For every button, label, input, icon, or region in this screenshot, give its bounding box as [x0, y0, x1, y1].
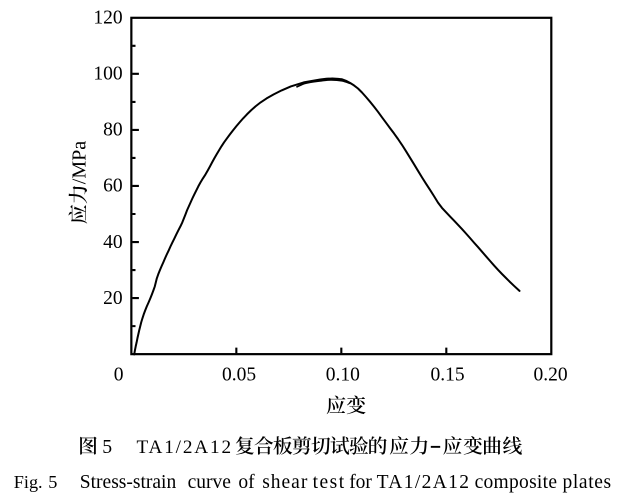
svg-text:test: test: [313, 472, 346, 493]
svg-text:of: of: [238, 472, 255, 493]
svg-text:0.05: 0.05: [222, 364, 256, 385]
svg-text:60: 60: [103, 176, 123, 197]
svg-text:/MPa: /MPa: [69, 141, 91, 184]
svg-text:TA1/2A12: TA1/2A12: [377, 472, 471, 493]
svg-text:0.10: 0.10: [326, 364, 360, 385]
svg-text:80: 80: [103, 120, 123, 141]
svg-text:0.20: 0.20: [533, 364, 567, 385]
svg-text:TA1/2A12: TA1/2A12: [137, 437, 233, 458]
svg-text:20: 20: [103, 288, 123, 309]
svg-text:plates: plates: [563, 472, 612, 493]
svg-text:0: 0: [114, 364, 124, 385]
svg-text:shear: shear: [262, 472, 308, 493]
svg-text:curve: curve: [188, 472, 231, 493]
svg-text:Fig.: Fig.: [14, 472, 43, 492]
svg-text:100: 100: [93, 64, 122, 85]
svg-text:40: 40: [103, 232, 123, 253]
svg-text:composite: composite: [475, 472, 558, 493]
svg-text:120: 120: [93, 8, 122, 29]
svg-text:0.15: 0.15: [430, 364, 464, 385]
svg-text:5: 5: [48, 472, 57, 492]
svg-text:for: for: [349, 472, 372, 493]
svg-text:Stress-strain: Stress-strain: [80, 472, 177, 493]
svg-text:5: 5: [102, 436, 112, 458]
